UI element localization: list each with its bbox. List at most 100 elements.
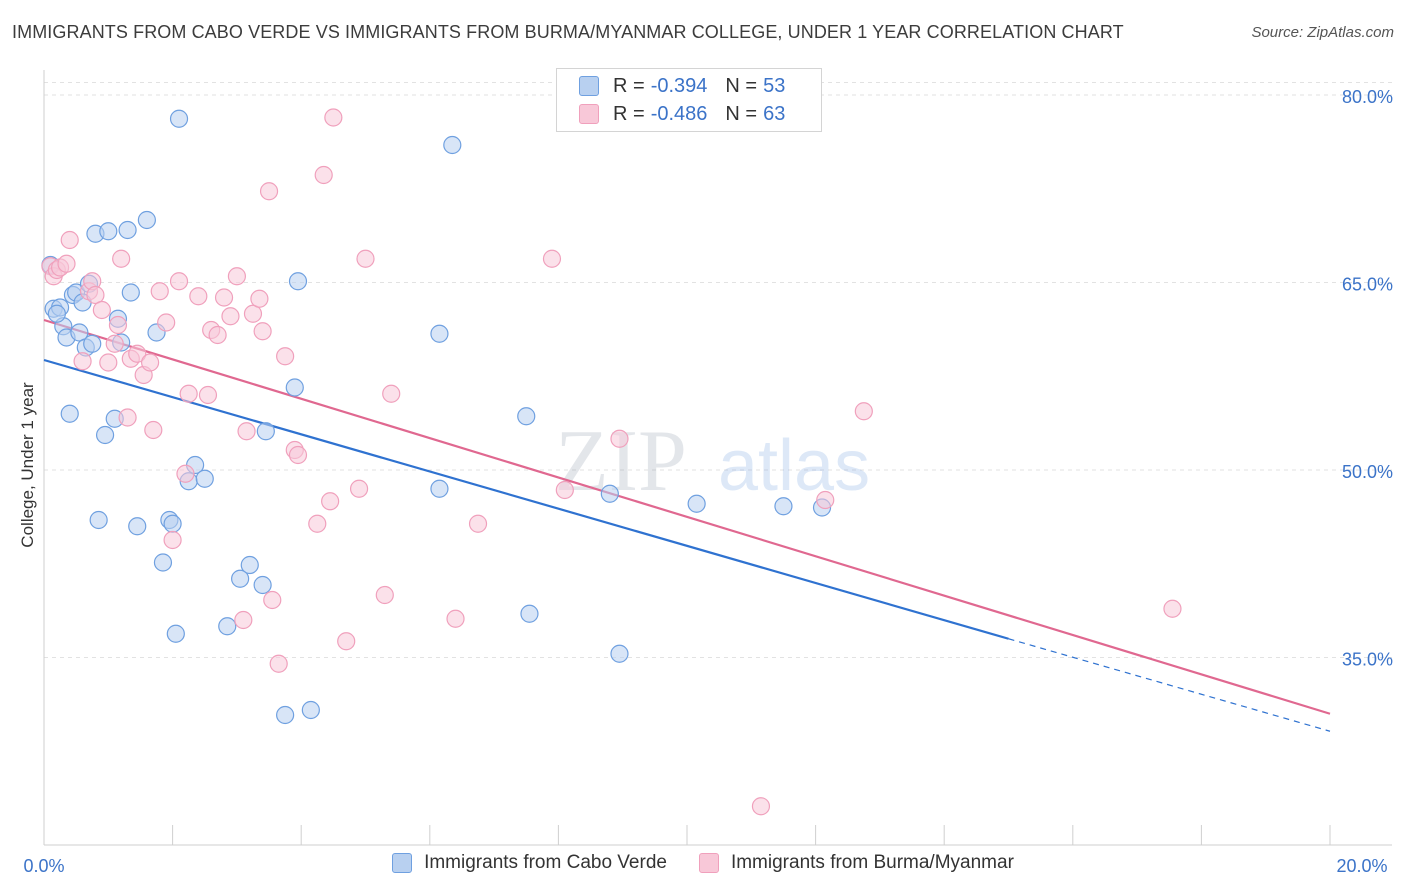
- r-value: -0.394: [650, 74, 708, 97]
- cabo-verde-point: [163, 514, 182, 533]
- cabo-verde-point: [517, 407, 536, 426]
- blue-swatch: [392, 853, 413, 873]
- cabo-verde-point: [285, 378, 304, 397]
- burma-point: [382, 384, 401, 403]
- cabo-verde-point: [610, 644, 629, 663]
- series-legend: Immigrants from Cabo Verde Immigrants fr…: [0, 852, 1406, 874]
- chart-title: IMMIGRANTS FROM CABO VERDE VS IMMIGRANTS…: [12, 22, 1124, 42]
- cabo-verde-point: [430, 479, 449, 498]
- cabo-verde-point: [288, 272, 308, 291]
- cabo-verde-point: [95, 425, 115, 445]
- burma-point: [169, 272, 189, 291]
- cabo-verde-point: [169, 109, 189, 128]
- burma-point: [189, 287, 208, 306]
- burma-point: [250, 289, 269, 308]
- burma-point: [128, 344, 147, 363]
- cabo-verde-point: [774, 497, 793, 516]
- legend-row-burma: R = -0.486 N = 63: [579, 101, 785, 127]
- cabo-verde-point: [89, 510, 108, 530]
- cabo-verde-point: [231, 569, 250, 588]
- burma-point: [555, 480, 574, 500]
- cabo-verde-point: [99, 222, 118, 241]
- n-value: 53: [763, 74, 786, 97]
- burma-point: [324, 108, 343, 127]
- cabo-verde-trend-line: [43, 358, 1009, 640]
- axes: [43, 70, 1392, 846]
- burma-point: [118, 408, 137, 427]
- burma-point: [375, 585, 394, 605]
- data-points: [41, 108, 1182, 816]
- y-tick-label: 65.0%: [1342, 275, 1393, 295]
- burma-point: [288, 445, 308, 465]
- burma-point: [105, 334, 124, 353]
- burma-point: [144, 420, 163, 440]
- series-name: Immigrants from Cabo Verde: [424, 852, 667, 873]
- legend-row-cabo-verde: R = -0.394 N = 53: [579, 73, 785, 99]
- burma-point: [308, 514, 327, 533]
- burma-point: [198, 385, 218, 405]
- burma-point: [263, 590, 282, 610]
- cabo-verde-point: [600, 484, 619, 503]
- burma-point: [243, 304, 263, 323]
- cabo-verde-point: [128, 517, 147, 536]
- y-tick-label: 80.0%: [1342, 87, 1393, 107]
- cabo-verde-point: [218, 617, 237, 636]
- burma-point: [349, 479, 369, 498]
- cabo-verde-point: [137, 210, 156, 230]
- burma-point: [163, 530, 182, 550]
- pink-swatch: [579, 104, 599, 124]
- burma-point: [314, 165, 333, 185]
- burma-point: [356, 249, 375, 268]
- series-legend-cabo-verde: Immigrants from Cabo Verde: [392, 852, 667, 874]
- burma-point: [237, 422, 256, 441]
- burma-point: [751, 797, 771, 816]
- series-name: Immigrants from Burma/Myanmar: [730, 852, 1014, 873]
- burma-trend-line: [43, 318, 1331, 715]
- x-tick-label: 20.0%: [1336, 856, 1387, 876]
- cabo-verde-point: [256, 422, 275, 441]
- burma-point: [276, 347, 295, 366]
- burma-point: [73, 352, 92, 371]
- burma-point: [86, 285, 105, 305]
- cabo-verde-point: [118, 220, 137, 240]
- burma-point: [150, 282, 169, 301]
- burma-point: [57, 254, 76, 273]
- cabo-verde-point: [276, 705, 295, 725]
- tick-labels: 35.0% 50.0% 65.0% 80.0% 0.0% 20.0%: [23, 87, 1393, 876]
- burma-point: [234, 610, 253, 630]
- n-label: N =: [725, 102, 758, 125]
- burma-point: [157, 313, 176, 332]
- cabo-verde-point: [153, 553, 173, 572]
- correlation-legend: R = -0.394 N = 53 R = -0.486 N = 63: [556, 68, 822, 132]
- r-label: R =: [613, 102, 645, 125]
- cabo-verde-point: [301, 700, 320, 720]
- burma-point: [60, 230, 79, 250]
- cabo-verde-point: [70, 323, 89, 342]
- cabo-verde-point: [195, 469, 214, 488]
- burma-point: [337, 632, 356, 651]
- watermark-zip: ZIP: [555, 413, 687, 510]
- burma-point: [854, 402, 873, 421]
- r-label: R =: [613, 74, 645, 97]
- burma-point: [227, 267, 246, 286]
- burma-point: [1163, 599, 1182, 618]
- watermark: ZIP atlas: [555, 413, 870, 510]
- cabo-verde-point: [520, 604, 539, 623]
- cabo-verde-point: [121, 283, 140, 302]
- burma-point: [176, 464, 195, 483]
- cabo-verde-point: [253, 575, 272, 595]
- burma-point: [446, 609, 465, 628]
- cabo-verde-point: [60, 404, 79, 423]
- r-value: -0.486: [650, 102, 708, 125]
- burma-point: [253, 322, 272, 341]
- n-value: 63: [763, 102, 786, 125]
- burma-point: [610, 429, 629, 448]
- burma-point: [468, 514, 488, 533]
- burma-point: [214, 288, 234, 307]
- cabo-verde-point: [83, 334, 102, 353]
- burma-point: [179, 384, 198, 403]
- source-label: Source: ZipAtlas.com: [1251, 24, 1394, 41]
- burma-point: [92, 300, 111, 320]
- cabo-verde-point: [687, 494, 706, 513]
